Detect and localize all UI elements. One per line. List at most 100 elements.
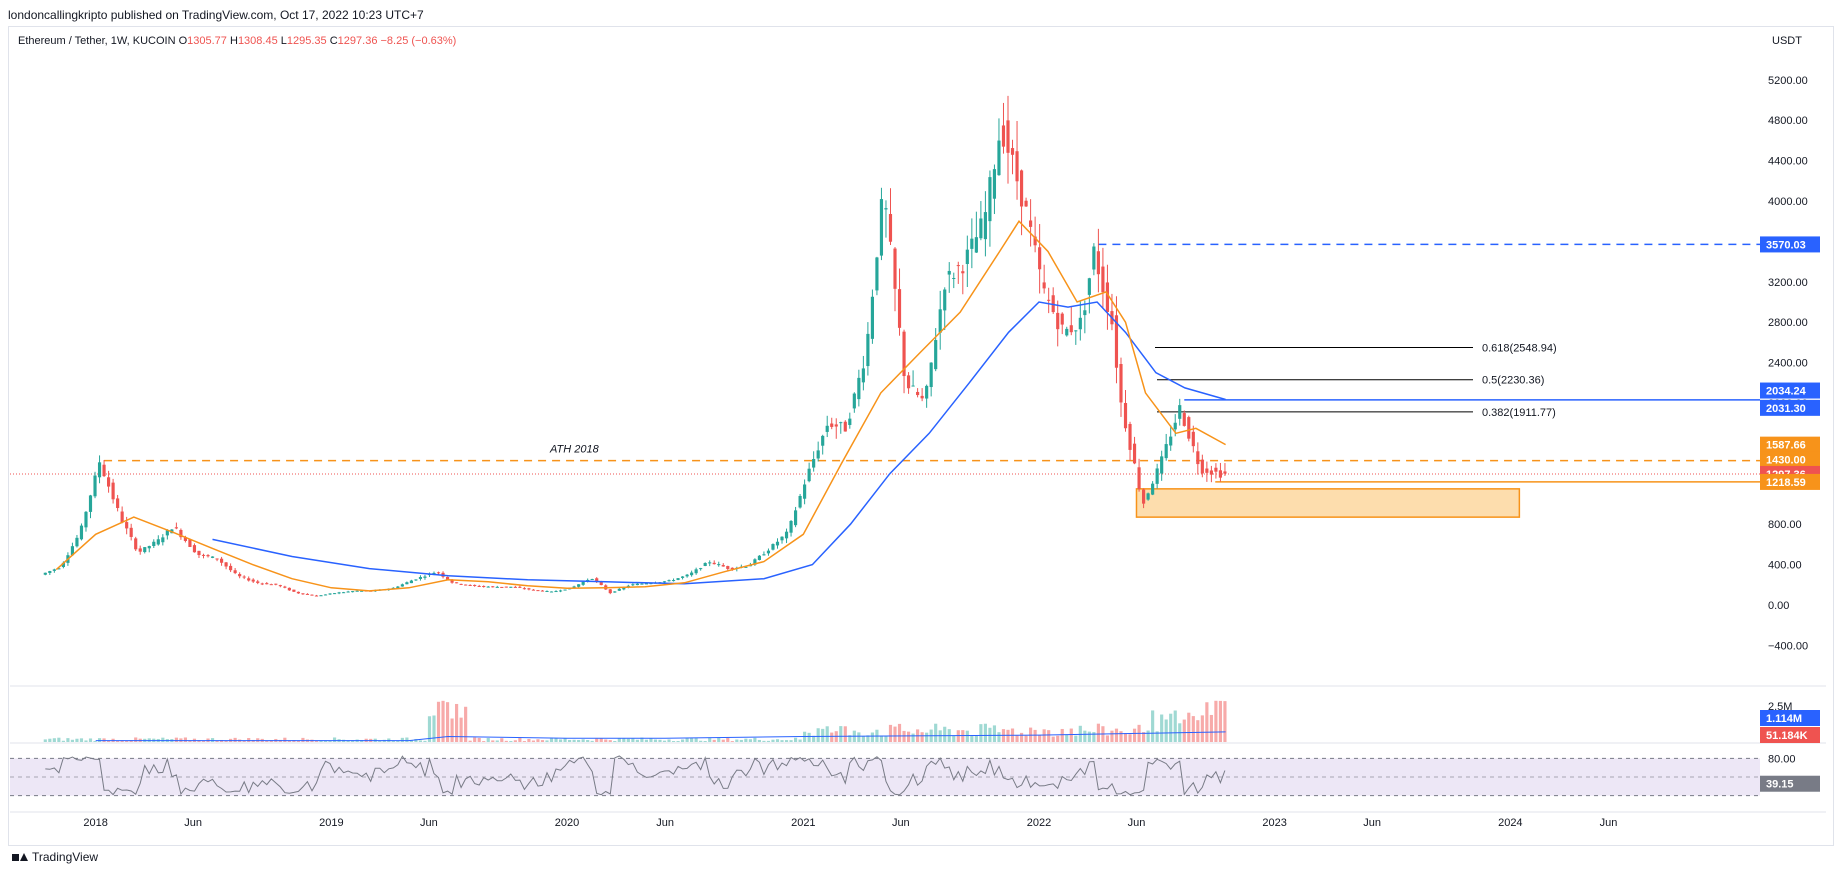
candle-body — [807, 468, 811, 482]
candle-body — [1096, 251, 1100, 275]
volume-bar — [1047, 730, 1051, 742]
volume-bar — [486, 738, 490, 742]
volume-bar — [491, 740, 495, 742]
low-label: L — [280, 35, 287, 47]
high-label: H — [229, 35, 238, 47]
volume-bar — [405, 737, 409, 742]
candle-body — [134, 538, 138, 550]
candle-body — [793, 510, 798, 526]
candle-body — [956, 265, 960, 267]
volume-bar — [983, 723, 987, 742]
volume-bar — [66, 738, 70, 742]
price-label-box — [1760, 399, 1820, 416]
volume-bar — [1038, 735, 1042, 742]
candle-body — [685, 574, 689, 577]
x-tick-label: Jun — [184, 817, 202, 829]
candle-body — [229, 565, 233, 571]
candle-body — [1006, 120, 1010, 153]
volume-bar — [572, 739, 576, 742]
candle-body — [577, 584, 581, 587]
volume-pane: 2.5M — [43, 700, 1792, 742]
volume-bar — [459, 717, 463, 742]
candle-body — [1173, 422, 1177, 430]
volume-bar — [1042, 729, 1046, 742]
candle-body — [1160, 456, 1164, 474]
volume-bar — [816, 728, 820, 742]
candle-body — [138, 548, 142, 552]
volume-bar — [1015, 735, 1019, 742]
candle-body — [97, 462, 102, 478]
candle-body — [305, 593, 310, 595]
candle-body — [911, 385, 915, 387]
volume-bar — [1164, 719, 1168, 742]
candle-body — [1119, 363, 1123, 403]
candle-body — [717, 564, 721, 566]
volume-bar — [1218, 700, 1223, 742]
volume-bar — [468, 740, 472, 742]
volume-bar — [1019, 732, 1024, 742]
candle-body — [405, 582, 409, 585]
volume-bar — [581, 739, 585, 742]
candle-body — [536, 590, 540, 592]
volume-bar — [215, 740, 219, 742]
candle-body — [545, 590, 549, 592]
candle-body — [464, 584, 468, 586]
volume-bar — [414, 738, 418, 742]
volume-bar — [1069, 728, 1073, 742]
candle-body — [107, 477, 111, 487]
volume-bar — [432, 715, 436, 742]
volume-bar — [843, 726, 847, 742]
candle-body — [360, 590, 364, 592]
candle-body — [256, 581, 260, 583]
volume-bar — [879, 735, 884, 742]
volume-bar — [314, 741, 319, 742]
candle-body — [1051, 295, 1055, 313]
candle-body — [888, 213, 893, 242]
volume-bar — [902, 730, 906, 742]
candle-body — [1178, 405, 1182, 419]
volume-label-box — [1760, 710, 1820, 726]
volume-bar — [500, 738, 504, 742]
candle-body — [450, 579, 454, 583]
volume-bar — [848, 735, 852, 742]
tradingview-logo-icon — [12, 852, 28, 862]
y-tick-label: 400.00 — [1768, 560, 1802, 572]
x-tick-label: Jun — [1600, 817, 1618, 829]
candle-body — [518, 586, 522, 588]
price-label-text: 2031.30 — [1766, 403, 1806, 415]
candle-body — [549, 591, 554, 593]
high-value: 1308.45 — [237, 35, 278, 47]
candle-body — [992, 169, 997, 199]
volume-bar — [1074, 735, 1078, 742]
rsi-value-box — [1760, 775, 1820, 792]
y-tick-label: 800.00 — [1768, 519, 1802, 531]
candle-body — [676, 578, 680, 580]
volume-bar — [870, 732, 874, 742]
candle-body — [396, 586, 400, 588]
candle-body — [617, 588, 621, 591]
volume-bar — [477, 737, 481, 742]
candle-body — [314, 595, 319, 597]
price-label-box — [1760, 473, 1820, 490]
candle-body — [934, 340, 938, 370]
volume-bar — [599, 738, 603, 742]
candle-body — [866, 333, 870, 367]
volume-bar — [798, 739, 802, 742]
candle-body — [409, 580, 413, 584]
volume-bar — [640, 737, 644, 742]
candle-body — [812, 458, 816, 468]
candle-body — [1132, 443, 1137, 464]
ma-fast-line — [55, 219, 1226, 592]
volume-bar — [911, 733, 915, 742]
candle-body — [1001, 125, 1006, 147]
volume-bar — [712, 739, 716, 742]
open-label: O — [178, 35, 188, 47]
candle-body — [821, 435, 825, 446]
volume-bar — [518, 737, 522, 742]
candle-body — [590, 578, 594, 580]
candle-body — [265, 583, 269, 585]
volume-bar — [965, 730, 969, 742]
volume-bar — [283, 737, 287, 742]
candle-body — [509, 586, 513, 588]
